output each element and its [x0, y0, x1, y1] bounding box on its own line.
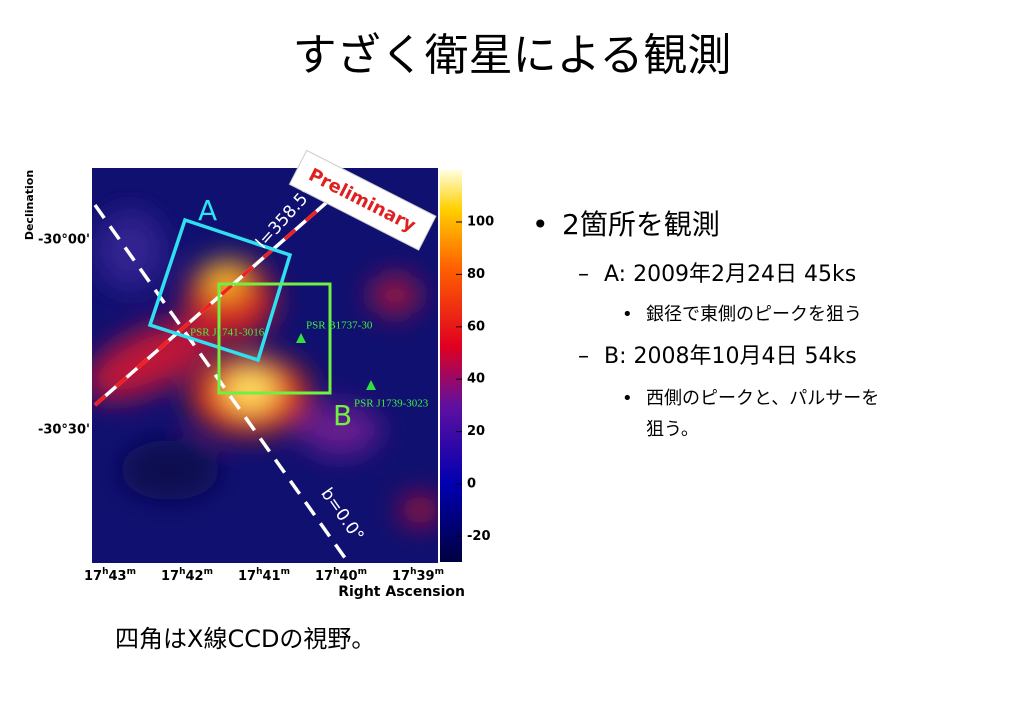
colorbar-tick-label: 0: [467, 477, 476, 492]
x-tick-hour: 17: [238, 569, 256, 584]
x-tick-unit: m: [281, 567, 290, 577]
caption: 四角はX線CCDの視野。: [115, 625, 375, 653]
x-tick-label: 17h39m: [392, 567, 444, 584]
sky-map: [92, 168, 438, 563]
x-tick-minute: 39: [417, 569, 435, 584]
x-tick-unit: h: [102, 567, 108, 577]
bullet: 2箇所を観測: [562, 208, 720, 241]
x-tick-unit: h: [179, 567, 185, 577]
x-tick-unit: m: [204, 567, 213, 577]
box-label: B: [333, 399, 352, 432]
bullet: B: 2008年10月4日 54ks: [604, 344, 857, 369]
slide-title: すざく衛星による観測: [293, 30, 732, 81]
colorbar-tick-label: 20: [467, 424, 485, 439]
colorbar-tick-label: 40: [467, 372, 485, 387]
x-tick-hour: 17: [84, 569, 102, 584]
x-tick-label: 17h43m: [84, 567, 136, 584]
x-tick-unit: m: [127, 567, 136, 577]
bullet: 銀径で東側のピークを狙う: [646, 304, 862, 325]
x-tick-label: 17h41m: [238, 567, 290, 584]
source-label: PSR B1737-30: [306, 320, 373, 332]
colorbar-tick-label: 80: [467, 267, 485, 282]
x-tick-minute: 40: [340, 569, 358, 584]
x-tick-minute: 43: [109, 569, 127, 584]
bullet-dot: •: [532, 208, 549, 241]
colorbar-tick-label: 60: [467, 319, 485, 334]
x-tick-minute: 41: [263, 569, 281, 584]
dash: –: [578, 262, 589, 287]
x-axis-label: Right Ascension: [338, 584, 465, 600]
x-tick-label: 17h42m: [161, 567, 213, 584]
box-label: A: [198, 194, 217, 227]
colorbar: [440, 170, 462, 562]
bullet-dot: •: [622, 304, 633, 325]
colorbar-tick-label: 100: [467, 215, 494, 230]
y-tick-label: -30°00': [38, 233, 90, 248]
source-label: PSR J1741-3016: [190, 327, 265, 339]
x-tick-label: 17h40m: [315, 567, 367, 584]
x-tick-minute: 42: [186, 569, 204, 584]
colorbar-tick-label: -20: [467, 529, 491, 544]
x-tick-unit: h: [333, 567, 339, 577]
dash: –: [578, 344, 589, 369]
source-label: PSR J1739-3023: [354, 398, 429, 410]
bullet-dot: •: [622, 388, 633, 409]
x-tick-hour: 17: [315, 569, 333, 584]
x-tick-hour: 17: [392, 569, 410, 584]
bullet: 狙う。: [646, 419, 699, 440]
bullet: A: 2009年2月24日 45ks: [604, 262, 856, 287]
y-axis-label: Declination: [23, 170, 36, 240]
bullet: 西側のピークと、パルサーを: [646, 388, 879, 409]
x-tick-unit: h: [410, 567, 416, 577]
x-tick-unit: h: [256, 567, 262, 577]
x-tick-unit: m: [435, 567, 444, 577]
x-tick-unit: m: [358, 567, 367, 577]
x-tick-hour: 17: [161, 569, 179, 584]
y-tick-label: -30°30': [38, 423, 90, 438]
